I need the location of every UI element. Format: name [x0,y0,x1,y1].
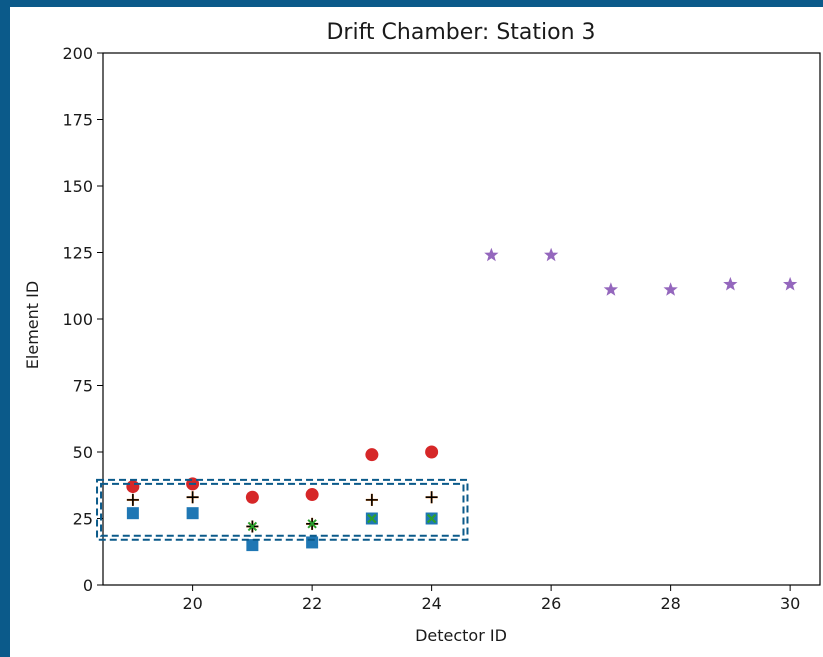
x-tick-label: 26 [541,594,561,613]
highlight-box-inner [100,482,465,537]
data-point-plus [365,493,378,506]
data-point-circle [126,480,140,494]
data-point-star [544,247,559,262]
data-point-circle [425,445,439,459]
data-point-x [426,513,437,524]
y-axis-label: Element ID [23,281,42,369]
data-point-star [484,247,499,262]
y-tick-label: 100 [62,310,93,329]
x-tick-label: 28 [660,594,680,613]
plot-area: 20 22 24 26 28 30 0 25 50 75 100 125 150 175 200 [62,44,821,613]
y-tick-label: 50 [73,443,93,462]
scatter-chart: Drift Chamber: Station 3 20 22 24 26 28 30 0 25… [23,20,821,645]
data-point-x [367,513,377,524]
y-tick-label: 175 [62,111,93,130]
axes-frame [102,52,821,586]
data-point-square [306,536,319,549]
data-point-plus [126,493,139,506]
data-point-plus [186,491,199,504]
y-tick-label: 125 [62,244,93,263]
chart-figure: Drift Chamber: Station 3 20 22 24 26 28 30 0 25… [10,7,823,657]
data-point-star [603,282,618,296]
x-tick-label: 30 [780,594,800,613]
data-point-circle [245,490,259,504]
data-point-square [186,507,199,520]
y-tick-label: 25 [73,510,93,529]
chart-title: Drift Chamber: Station 3 [326,20,595,45]
data-point-x [247,521,258,532]
data-point-star [663,282,678,296]
data-point-x [307,519,317,529]
data-point-star [723,276,738,291]
x-tick-label: 20 [182,594,202,613]
y-tick-label: 0 [83,576,93,595]
y-tick-label: 75 [73,377,93,396]
data-point-star [783,276,798,291]
highlight-box-outer [96,478,469,541]
data-point-plus [425,491,438,504]
y-tick-label: 150 [62,177,93,196]
data-point-square [246,539,259,552]
data-point-square [126,507,139,520]
data-point-circle [305,488,319,502]
x-tick-label: 22 [302,594,322,613]
data-point-circle [365,448,379,462]
x-axis-label: Detector ID [415,626,507,645]
x-tick-label: 24 [421,594,441,613]
y-tick-label: 200 [62,44,93,63]
